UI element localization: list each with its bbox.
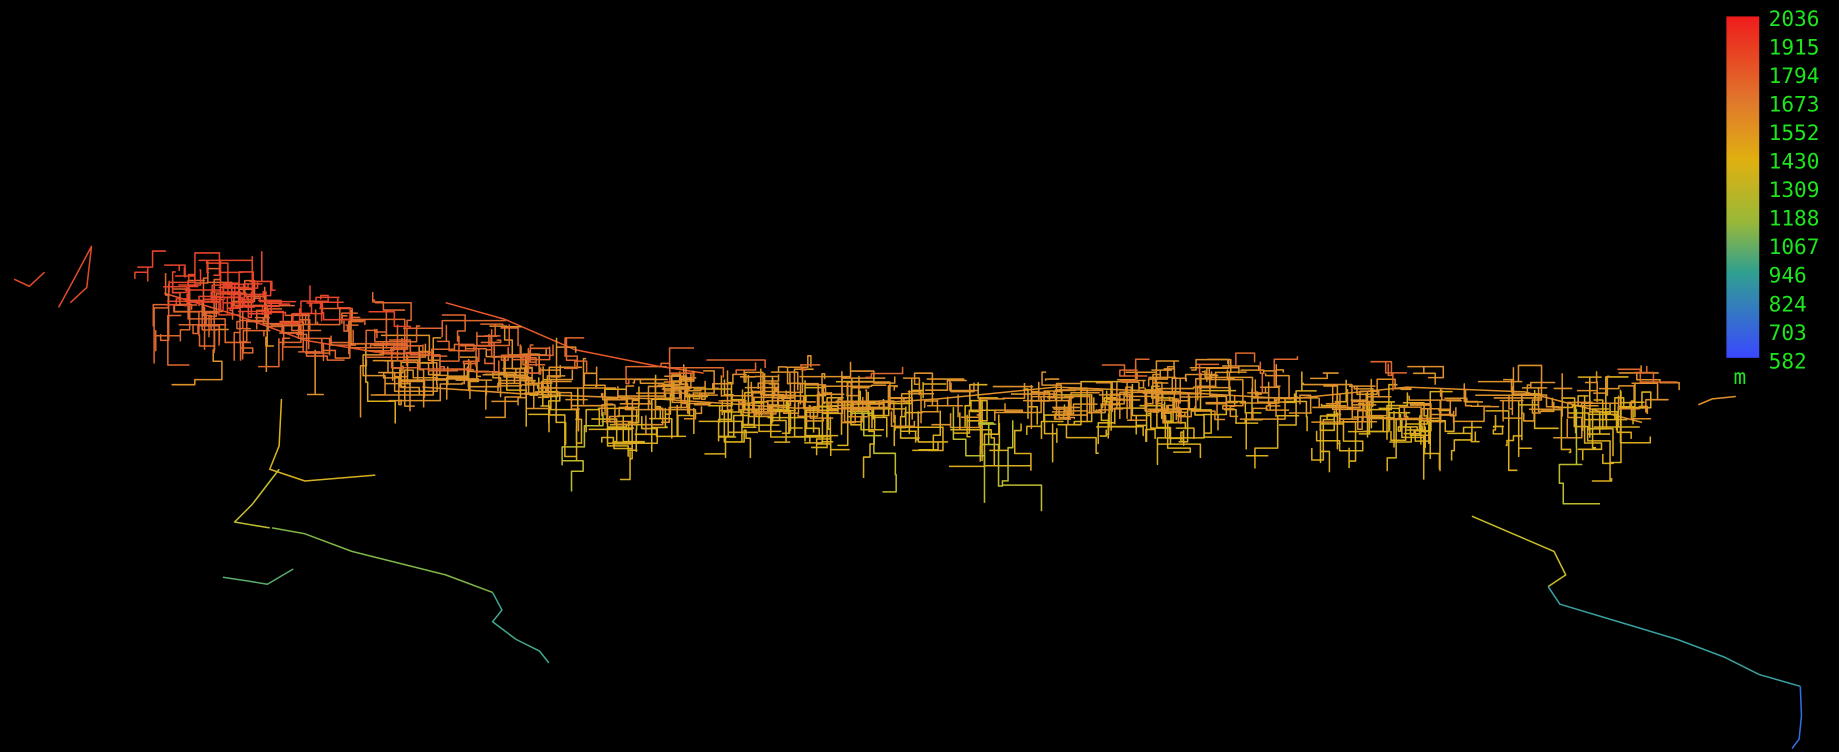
unit-label: m — [1733, 364, 1746, 389]
scale-label: 1673 — [1769, 91, 1820, 116]
scale-label: 703 — [1769, 320, 1807, 345]
scale-label: 1067 — [1769, 234, 1820, 259]
scale-label: 1430 — [1769, 149, 1820, 174]
scale-label: 1552 — [1769, 120, 1820, 145]
color-scale — [1726, 16, 1760, 358]
passage — [233, 468, 280, 529]
scale-label: 1309 — [1769, 177, 1820, 202]
scale-label: 1188 — [1769, 206, 1820, 231]
legend: 2036 1915 1794 1673 1552 1430 1309 1188 1067 946 8… — [1769, 6, 1820, 374]
passage-network — [134, 250, 412, 330]
scale-label: 1794 — [1769, 63, 1820, 88]
passage — [1791, 686, 1803, 749]
passage — [1471, 515, 1567, 588]
passage-network — [152, 261, 1678, 394]
passage — [13, 271, 46, 288]
scale-label: 2036 — [1769, 6, 1820, 31]
cave-survey — [13, 245, 1803, 749]
passage — [222, 568, 294, 585]
passage — [271, 527, 493, 594]
passage-network — [561, 407, 1600, 512]
passage — [1547, 586, 1801, 688]
passage — [491, 592, 550, 664]
scale-label: 1915 — [1769, 34, 1820, 59]
passage — [1697, 395, 1736, 406]
passage — [268, 398, 376, 482]
scale-label: 946 — [1769, 263, 1807, 288]
passage — [57, 245, 93, 308]
passage-network — [350, 309, 1652, 482]
scale-label: 582 — [1769, 349, 1807, 374]
scale-label: 824 — [1769, 291, 1807, 316]
